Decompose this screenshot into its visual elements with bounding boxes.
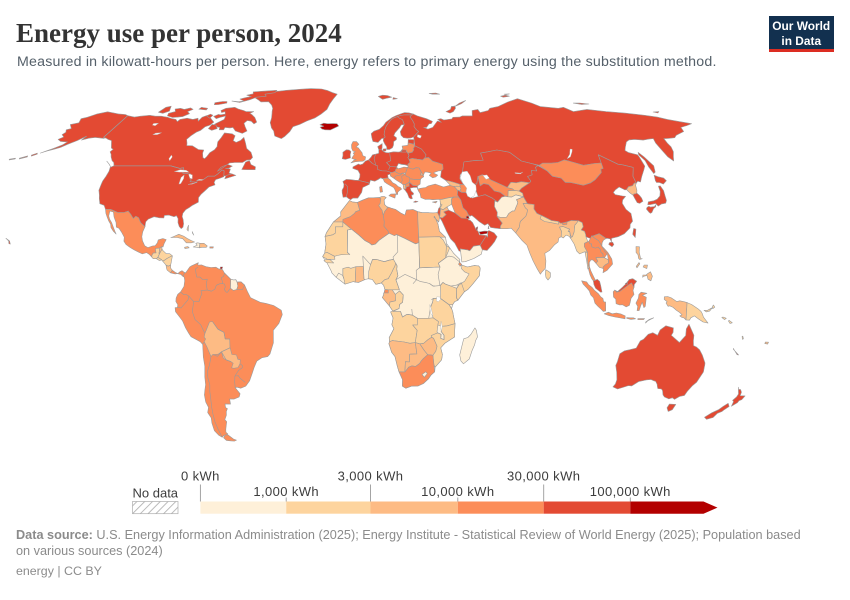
- svg-text:3,000 kWh: 3,000 kWh: [338, 469, 404, 484]
- svg-text:No data: No data: [133, 486, 179, 501]
- svg-text:100,000 kWh: 100,000 kWh: [590, 484, 671, 499]
- svg-text:1,000 kWh: 1,000 kWh: [253, 484, 319, 499]
- svg-text:0 kWh: 0 kWh: [181, 469, 220, 484]
- svg-text:10,000 kWh: 10,000 kWh: [421, 484, 494, 499]
- svg-text:30,000 kWh: 30,000 kWh: [507, 469, 580, 484]
